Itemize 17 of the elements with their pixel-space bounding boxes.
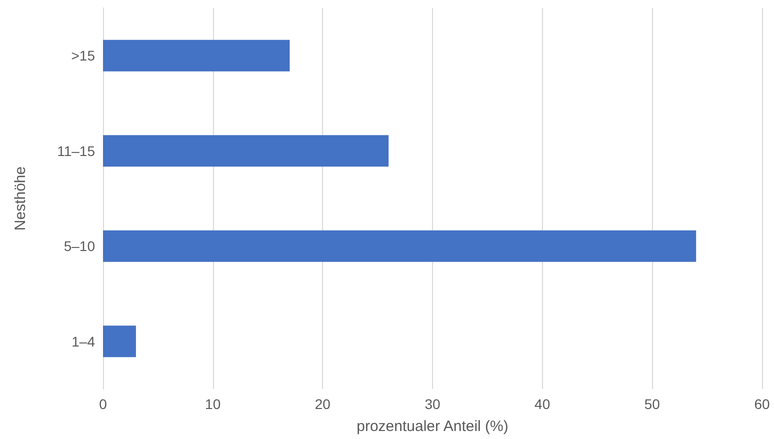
y-tick-label: 11–15 bbox=[57, 142, 96, 159]
bar bbox=[103, 230, 696, 262]
x-tick-label: 0 bbox=[99, 396, 108, 412]
bar bbox=[103, 40, 290, 72]
bar bbox=[103, 326, 136, 358]
x-tick-label: 30 bbox=[424, 396, 440, 412]
y-axis-title: Nesthöhe bbox=[12, 166, 29, 231]
x-tick-label: 60 bbox=[754, 396, 770, 412]
x-tick-label: 40 bbox=[534, 396, 550, 412]
x-tick-label: 50 bbox=[644, 396, 660, 412]
y-tick-label: 1–4 bbox=[72, 333, 96, 350]
y-tick-label: >15 bbox=[71, 48, 96, 64]
x-tick-label: 20 bbox=[314, 396, 331, 412]
bar bbox=[103, 135, 389, 167]
y-tick-label: 5–10 bbox=[64, 238, 96, 254]
x-axis-title: prozentualer Anteil (%) bbox=[356, 418, 508, 435]
x-tick-label: 10 bbox=[205, 396, 221, 412]
